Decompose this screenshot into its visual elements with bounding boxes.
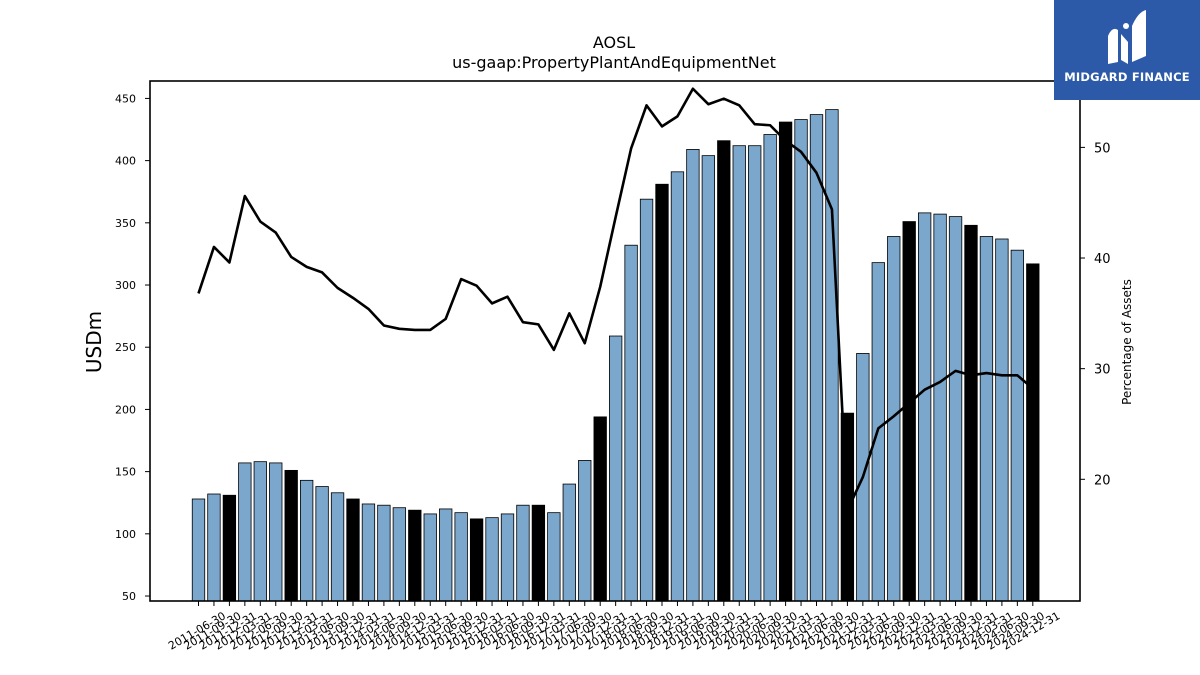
bar	[439, 508, 453, 602]
bar	[1026, 263, 1040, 602]
bar	[485, 517, 499, 602]
bar	[500, 513, 515, 602]
bar	[918, 212, 932, 602]
bar	[979, 236, 994, 602]
y2-tick-label: 20	[1094, 473, 1111, 488]
y-tick-label: 450	[115, 92, 136, 105]
bar	[516, 504, 530, 602]
y-tick-label: 400	[115, 155, 136, 168]
y-tick-label: 100	[115, 528, 136, 541]
bar	[809, 114, 824, 602]
bar	[933, 213, 947, 602]
bar	[902, 221, 916, 602]
bar	[717, 140, 731, 602]
y-tick-label: 150	[115, 466, 136, 479]
y-axis-label: USDm	[82, 311, 106, 373]
y2-axis-label: Percentage of Assets	[1120, 279, 1134, 405]
brand-mark-icon	[1108, 10, 1146, 64]
bar	[454, 512, 468, 602]
bar	[670, 171, 685, 602]
bar	[423, 513, 437, 602]
bar	[253, 461, 267, 602]
bar	[330, 492, 345, 602]
bar	[778, 121, 793, 602]
bar	[361, 503, 376, 602]
plot-area: 50100150200250300350400450203040502011-0…	[115, 87, 1111, 653]
brand-logo: MIDGARD FINANCE	[1054, 0, 1200, 100]
y2-tick-label: 30	[1094, 363, 1111, 378]
bar	[238, 462, 252, 602]
bar	[655, 183, 669, 602]
bar	[593, 416, 607, 602]
bar	[207, 493, 221, 602]
bar	[531, 504, 546, 602]
bar	[701, 155, 715, 602]
bar	[562, 483, 576, 602]
bar	[794, 119, 808, 602]
bar	[995, 238, 1009, 602]
percentage-line	[197, 87, 1034, 512]
bar	[269, 462, 283, 602]
bar	[377, 504, 391, 602]
brand-name: MIDGARD FINANCE	[1064, 70, 1190, 84]
plot-frame	[149, 80, 1081, 602]
y-tick-label: 50	[122, 590, 136, 603]
bar	[315, 486, 329, 602]
bar	[748, 145, 762, 602]
bar	[964, 224, 978, 602]
bar	[392, 507, 407, 602]
bar	[639, 198, 654, 602]
bar	[609, 335, 623, 602]
bar	[948, 216, 963, 602]
bar	[763, 134, 777, 602]
bar	[222, 494, 237, 602]
bar	[299, 479, 314, 602]
y-tick-label: 200	[115, 403, 136, 416]
bar	[469, 518, 484, 602]
bar	[624, 244, 638, 602]
chart-subtitle: us-gaap:PropertyPlantAndEquipmentNet	[452, 53, 776, 72]
bar	[547, 512, 561, 602]
chart-title: AOSL	[593, 33, 635, 52]
bar	[191, 498, 206, 602]
y-tick-label: 350	[115, 217, 136, 230]
bar	[686, 149, 700, 602]
bar	[284, 469, 298, 602]
bar	[408, 509, 422, 602]
bar	[1010, 249, 1024, 602]
bar	[732, 145, 746, 602]
bar	[825, 109, 839, 602]
bar	[578, 460, 592, 602]
bar	[346, 498, 360, 602]
y-tick-label: 300	[115, 279, 136, 292]
y-tick-label: 250	[115, 341, 136, 354]
y2-tick-label: 50	[1094, 141, 1111, 156]
y2-tick-label: 40	[1094, 252, 1111, 267]
